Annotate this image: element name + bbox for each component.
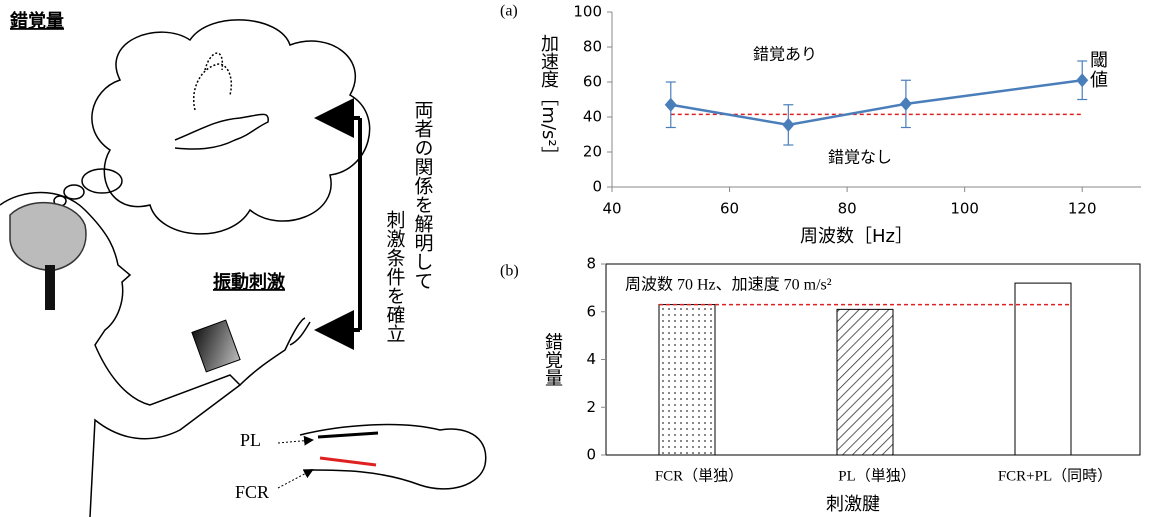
y-tick-label: 6 — [586, 302, 596, 320]
panel-label: (b) — [500, 263, 519, 280]
hand-sketch — [175, 114, 268, 149]
bar — [1015, 283, 1071, 455]
x-tick-label: 60 — [720, 200, 739, 218]
x-tick-label: 120 — [1068, 200, 1097, 218]
illusion-label: 錯覚量 — [10, 10, 64, 32]
panel-label: (a) — [500, 3, 518, 20]
x-tick-label: 40 — [602, 200, 621, 218]
x-axis-label: 周波数［Hz］ — [800, 226, 913, 247]
y-tick-label: 0 — [592, 178, 602, 196]
marker — [782, 118, 794, 132]
arrow-text: 両者の関係を解明して — [412, 100, 434, 290]
spinal-cord — [45, 265, 55, 310]
y-tick-label: 0 — [586, 446, 596, 464]
y-axis-label: 錯覚量 — [542, 332, 563, 386]
muscle-label: PL — [240, 430, 261, 450]
x-tick-label: PL（単独） — [838, 467, 916, 484]
x-axis-label: 刺激腱 — [826, 494, 880, 515]
y-tick-label: 20 — [583, 143, 602, 161]
y-axis-label: 加速度［m/s²］ — [538, 34, 559, 164]
x-tick-label: FCR（単独） — [655, 467, 743, 484]
annotation: 錯覚なし — [828, 148, 892, 167]
y-tick-label: 8 — [586, 255, 596, 273]
y-tick-label: 100 — [573, 3, 602, 21]
annotation: 錯覚あり — [753, 45, 817, 64]
y-tick-label: 60 — [583, 73, 602, 91]
fcr-tendon — [320, 458, 376, 465]
pl-pointer — [278, 440, 312, 443]
x-tick-label: 100 — [950, 200, 979, 218]
y-tick-label: 40 — [583, 108, 602, 126]
threshold-label: 閾値 — [1087, 50, 1108, 90]
fcr-pointer — [278, 470, 312, 488]
marker — [900, 97, 912, 111]
y-tick-label: 2 — [586, 398, 596, 416]
vibrator — [192, 320, 240, 372]
y-tick-label: 4 — [586, 350, 596, 368]
forearm-sketch — [300, 425, 486, 489]
hand — [240, 318, 310, 385]
marker — [665, 98, 677, 112]
y-tick-label: 80 — [583, 38, 602, 56]
figure: 錯覚量 振動刺激 両者の関係を解明して 刺激条件を確立 PL FCR 02040… — [0, 0, 1154, 517]
brain — [10, 203, 86, 271]
bar — [837, 309, 893, 455]
stimulus-label: 振動刺激 — [213, 271, 285, 293]
x-tick-label: FCR+PL（同時） — [998, 467, 1112, 484]
thought-cloud — [92, 20, 370, 234]
line — [671, 80, 1082, 125]
hand-sketch-illusion — [194, 53, 232, 110]
thought-bubble — [82, 169, 122, 193]
arrow-text: 刺激条件を確立 — [384, 210, 406, 343]
subtitle: 周波数 70 Hz、加速度 70 m/s² — [625, 276, 832, 294]
x-tick-label: 80 — [838, 200, 857, 218]
muscle-label: FCR — [235, 482, 269, 502]
illustration: 錯覚量 振動刺激 両者の関係を解明して 刺激条件を確立 PL FCR — [0, 10, 486, 517]
pl-tendon — [318, 433, 378, 437]
bar — [659, 305, 715, 455]
